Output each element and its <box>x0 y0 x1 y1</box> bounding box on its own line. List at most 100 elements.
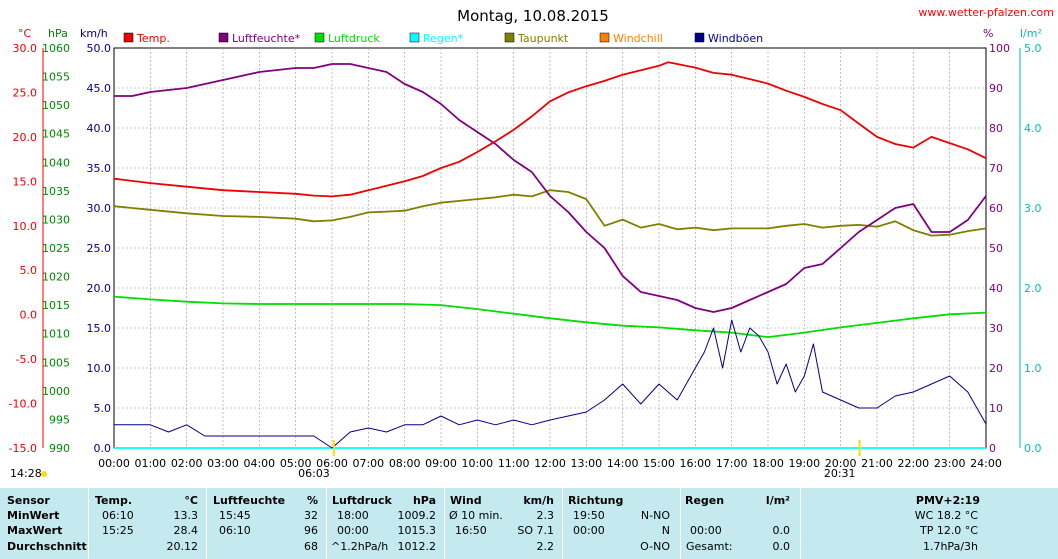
x-axis-tick: 04:00 <box>243 457 275 470</box>
temp-axis-tick: 5.0 <box>20 264 38 277</box>
series-line <box>113 61 987 198</box>
min-wind: 2.3 <box>536 509 555 522</box>
press-axis-tick: 1015 <box>42 299 70 312</box>
header-press: Luftdruck <box>332 494 392 507</box>
max-extra: TP 12.0 °C <box>919 524 978 537</box>
max-wind: SO 7.1 <box>517 524 554 537</box>
x-axis-tick: 06:00 <box>316 457 348 470</box>
x-axis-tick: 07:00 <box>352 457 384 470</box>
press-axis-unit: hPa <box>48 27 68 40</box>
max-press-time: 00:00 <box>337 524 369 537</box>
legend-swatch <box>599 32 610 43</box>
max-dir: N <box>661 524 670 537</box>
press-axis-tick: 1005 <box>42 356 70 369</box>
min-dir-time: 19:50 <box>573 509 605 522</box>
x-axis-tick: 03:00 <box>207 457 239 470</box>
temp-axis-tick: -10.0 <box>9 398 37 411</box>
x-axis-tick: 09:00 <box>425 457 457 470</box>
header-rain-unit: l/m² <box>765 494 790 507</box>
temp-axis-unit: °C <box>18 27 32 40</box>
rain-axis-unit: l/m² <box>1020 27 1042 40</box>
wind-axis-tick: 45.0 <box>87 82 112 95</box>
header-dir: Richtung <box>568 494 624 507</box>
header-wind: Wind <box>450 494 482 507</box>
row-label-avg: Durchschnitt <box>7 540 87 553</box>
max-rain: 0.0 <box>772 524 791 537</box>
legend-swatch <box>123 32 134 43</box>
hum-axis-tick: 0 <box>989 442 996 455</box>
hum-axis-tick: 50 <box>989 242 1003 255</box>
wind-axis-tick: 0.0 <box>94 442 112 455</box>
x-axis-tick: 01:00 <box>134 457 166 470</box>
x-axis-tick: 02:00 <box>171 457 203 470</box>
legend-swatch <box>218 32 229 43</box>
max-dir-time: 00:00 <box>573 524 605 537</box>
stats-table: Sensor Temp. °C Luftfeuchte % Luftdruck … <box>0 488 1058 559</box>
max-temp: 28.4 <box>173 524 199 537</box>
wind-axis-unit: km/h <box>80 27 108 40</box>
max-wind-time: 16:50 <box>455 524 487 537</box>
x-axis-tick: 16:00 <box>679 457 711 470</box>
wind-axis-tick: 40.0 <box>87 122 112 135</box>
x-axis-tick: 24:00 <box>970 457 1002 470</box>
series-line <box>113 295 987 339</box>
x-axis-tick: 20:00 <box>825 457 857 470</box>
x-axis-tick: 23:00 <box>934 457 966 470</box>
weather-chart: 30.0 25.0 20.0 15.0 10.0 5.0 0.0 -5.0 -10.0 -15.0… <box>9 6 1054 480</box>
rain-axis-tick: 2.0 <box>1024 282 1042 295</box>
avg-extra: 1.7hPa/3h <box>922 540 978 553</box>
chart-title: Montag, 10.08.2015 <box>457 7 609 25</box>
min-wind-time: Ø 10 min. <box>449 509 503 522</box>
legend-swatch <box>314 32 325 43</box>
x-axis-tick: 19:00 <box>788 457 820 470</box>
avg-dir: O-NO <box>640 540 670 553</box>
wind-axis-tick: 30.0 <box>87 202 112 215</box>
min-temp: 13.3 <box>173 509 199 522</box>
hum-axis-tick: 70 <box>989 162 1003 175</box>
press-axis-tick: 995 <box>49 413 70 426</box>
header-rain: Regen <box>685 494 725 507</box>
max-rain-time: 00:00 <box>690 524 722 537</box>
press-axis-tick: 1000 <box>42 385 70 398</box>
min-extra: WC 18.2 °C <box>914 509 978 522</box>
temp-axis-tick: 15.0 <box>13 175 38 188</box>
header-wind-unit: km/h <box>523 494 554 507</box>
row-label-min: MinWert <box>7 509 60 522</box>
temp-axis-tick: -15.0 <box>9 442 37 455</box>
temp-axis-tick: 0.0 <box>20 309 38 322</box>
x-axis-tick: 08:00 <box>389 457 421 470</box>
x-axis-tick: 14:00 <box>607 457 639 470</box>
max-press: 1015.3 <box>397 524 437 537</box>
x-axis-tick: 18:00 <box>752 457 784 470</box>
hum-axis-tick: 40 <box>989 282 1003 295</box>
hum-axis-tick: 10 <box>989 402 1003 415</box>
avg-rain-label: Gesamt: <box>686 540 733 553</box>
series-line <box>113 189 987 237</box>
legend-swatch <box>694 32 705 43</box>
hum-axis-tick: 100 <box>989 42 1010 55</box>
avg-press-trend: ^1.2hPa/h <box>331 540 389 553</box>
press-axis-tick: 1040 <box>42 156 70 169</box>
legend-label: Luftdruck <box>328 32 380 45</box>
min-temp-time: 06:10 <box>102 509 134 522</box>
min-press: 1009.2 <box>397 509 437 522</box>
x-axis-tick: 05:00 <box>280 457 312 470</box>
rain-axis-tick: 4.0 <box>1024 122 1042 135</box>
legend-label: Windchill <box>613 32 663 45</box>
legend-swatch <box>504 32 515 43</box>
press-axis-tick: 1060 <box>42 42 70 55</box>
temp-axis-tick: 20.0 <box>13 131 38 144</box>
press-axis-tick: 990 <box>49 442 70 455</box>
x-axis-tick: 12:00 <box>534 457 566 470</box>
series-line <box>114 319 987 449</box>
legend-label: Regen* <box>423 32 464 45</box>
row-label-max: MaxWert <box>7 524 63 537</box>
temp-axis-tick: -5.0 <box>16 353 37 366</box>
x-axis-tick: 22:00 <box>897 457 929 470</box>
avg-rain: 0.0 <box>772 540 791 553</box>
rain-axis-tick: 5.0 <box>1024 42 1042 55</box>
wind-axis-tick: 35.0 <box>87 162 112 175</box>
rain-axis-tick: 3.0 <box>1024 202 1042 215</box>
legend-label: Taupunkt <box>517 32 569 45</box>
temp-axis-tick: 25.0 <box>13 86 38 99</box>
